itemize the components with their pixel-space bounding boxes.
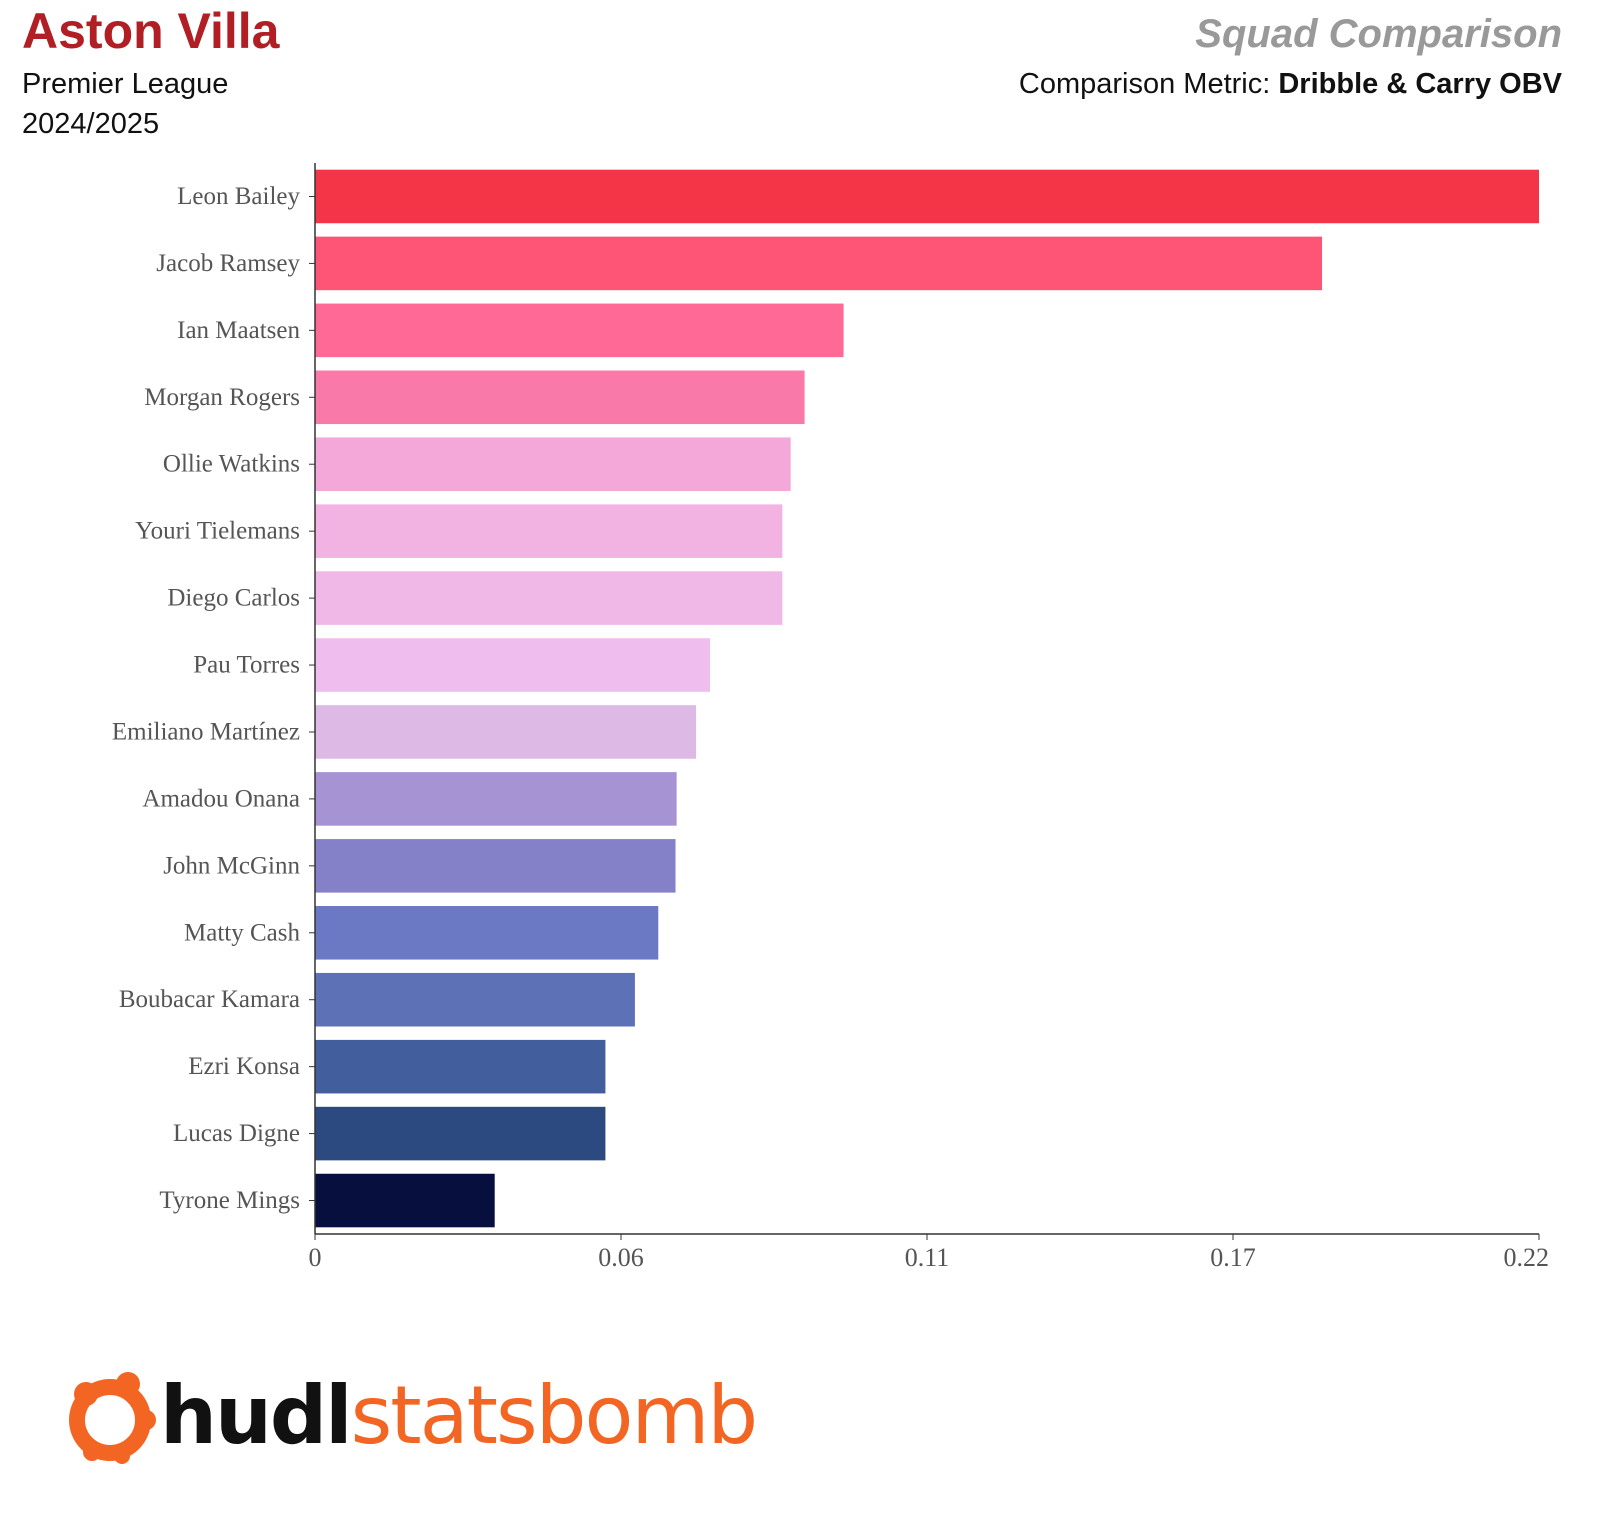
y-axis-label: Tyrone Mings (159, 1187, 300, 1214)
x-tick-label: 0.22 (1504, 1243, 1550, 1272)
bar (315, 370, 805, 425)
y-axis-label: Youri Tielemans (135, 518, 300, 545)
bar (315, 839, 676, 893)
y-axis-label: Boubacar Kamara (119, 986, 300, 1013)
bar (315, 1173, 495, 1228)
x-tick-label: 0.06 (598, 1243, 644, 1272)
x-axis-ticks: 0 0.06 0.11 0.17 0.22 (309, 1234, 1550, 1272)
y-axis-label: Matty Cash (184, 919, 300, 946)
y-axis-label: Ian Maatsen (177, 317, 300, 344)
bar (315, 303, 844, 358)
y-axis-label: John McGinn (163, 852, 300, 879)
competition-label: Premier League (22, 68, 229, 100)
bar (315, 638, 711, 692)
y-axis-label: Pau Torres (193, 652, 300, 679)
y-axis-label: Diego Carlos (167, 585, 300, 612)
statsbomb-logo-icon (69, 1372, 156, 1464)
bar (315, 1039, 606, 1094)
metric-label: Comparison Metric: (1018, 68, 1271, 100)
bar (315, 437, 791, 491)
season-label: 2024/2025 (22, 108, 160, 140)
logo-wordmark-hudl: hudl (160, 1369, 353, 1462)
bars-group (315, 169, 1539, 1228)
hudl-statsbomb-logo: hudlstatsbomb (64, 1368, 758, 1468)
x-tick-label: 0.11 (905, 1243, 950, 1272)
metric-value: Dribble & Carry OBV (1278, 68, 1562, 100)
y-axis-label: Leon Bailey (177, 183, 300, 210)
bar (315, 705, 697, 759)
bar (315, 169, 1539, 224)
y-axis-label: Ollie Watkins (163, 451, 300, 478)
logo-wordmark-statsbomb: statsbomb (350, 1369, 759, 1462)
y-axis-label: Morgan Rogers (144, 384, 300, 411)
bar (315, 236, 1323, 291)
y-axis-labels: Leon Bailey Jacob Ramsey Ian Maatsen Morgan… (112, 183, 301, 1214)
metric-line: Comparison Metric: Dribble & Carry OBV (1019, 68, 1562, 101)
bar (315, 772, 677, 826)
y-axis-label: Amadou Onana (142, 785, 300, 812)
bar (315, 906, 659, 960)
x-tick-label: 0.17 (1210, 1243, 1256, 1272)
bar (315, 1106, 606, 1161)
bar-chart: Leon Bailey Jacob Ramsey Ian Maatsen Morgan… (112, 163, 1550, 1272)
y-axis-label: Jacob Ramsey (156, 250, 300, 277)
team-title: Aston Villa (22, 3, 280, 59)
y-axis-label: Emiliano Martínez (112, 718, 300, 745)
x-tick-label: 0 (309, 1243, 322, 1272)
bar (315, 504, 783, 558)
y-axis-label: Ezri Konsa (188, 1053, 300, 1080)
report-title: Squad Comparison (1195, 12, 1562, 56)
logo-wordmark: hudlstatsbomb (160, 1368, 759, 1464)
bar (315, 972, 635, 1027)
y-axis-label: Lucas Digne (173, 1120, 300, 1147)
bar (315, 571, 783, 625)
